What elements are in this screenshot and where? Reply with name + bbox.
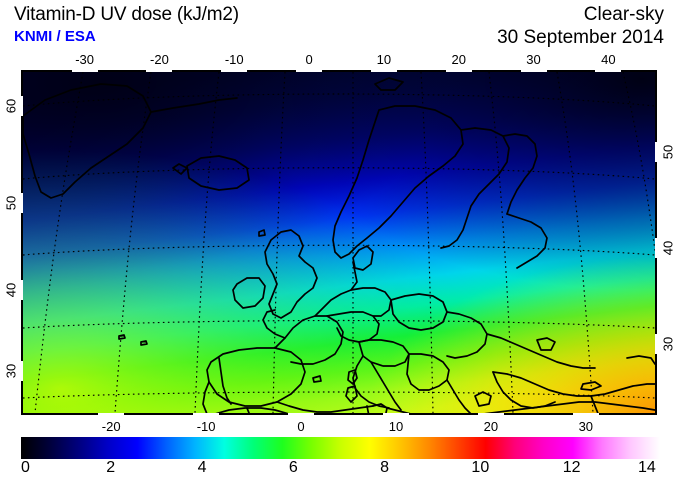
axis-tick-label: 30 bbox=[578, 419, 594, 434]
axis-tick-mark bbox=[193, 413, 220, 415]
axis-tick-mark bbox=[655, 142, 657, 162]
axis-tick-label: 20 bbox=[483, 419, 499, 434]
axis-tick-mark bbox=[370, 70, 397, 72]
axis-tick-mark bbox=[572, 413, 599, 415]
axis-tick-label: -30 bbox=[75, 52, 94, 67]
agency-credit: KNMI / ESA bbox=[14, 28, 96, 45]
axis-tick-label: 40 bbox=[3, 282, 19, 298]
axis-tick-label: 30 bbox=[3, 363, 19, 379]
axis-tick-mark bbox=[21, 361, 23, 381]
axis-tick-mark bbox=[296, 70, 323, 72]
axis-tick-label: 10 bbox=[376, 52, 392, 67]
axis-tick-mark bbox=[655, 238, 657, 258]
uv-dose-raster bbox=[23, 72, 655, 413]
axis-tick-mark bbox=[146, 70, 173, 72]
axis-tick-label: 0 bbox=[305, 52, 313, 67]
axis-tick-mark bbox=[21, 280, 23, 300]
uv-dose-field bbox=[23, 72, 655, 413]
axis-tick-mark bbox=[655, 334, 657, 354]
map-date-label: 30 September 2014 bbox=[497, 27, 664, 48]
axis-tick-mark bbox=[221, 70, 248, 72]
axis-tick-label: 20 bbox=[451, 52, 466, 67]
colorbar-tick-label: 6 bbox=[288, 459, 298, 476]
axis-tick-mark bbox=[520, 70, 547, 72]
axis-tick-mark bbox=[445, 70, 472, 72]
axis-tick-mark bbox=[98, 413, 125, 415]
coastline-and-borders bbox=[23, 77, 655, 413]
axis-tick-mark bbox=[288, 413, 315, 415]
colorbar bbox=[21, 437, 660, 459]
axis-tick-label: 40 bbox=[660, 240, 676, 256]
axis-tick-mark bbox=[21, 96, 23, 116]
axis-tick-label: -20 bbox=[150, 52, 169, 67]
graticule-lines bbox=[23, 72, 655, 413]
axis-tick-mark bbox=[595, 70, 622, 72]
axis-tick-label: 60 bbox=[3, 98, 19, 114]
axis-tick-label: 10 bbox=[388, 419, 404, 434]
axis-tick-mark bbox=[71, 70, 98, 72]
colorbar-gradient bbox=[21, 437, 660, 459]
colorbar-tick-label: 8 bbox=[380, 459, 390, 476]
axis-tick-label: -10 bbox=[196, 419, 216, 434]
colorbar-tick-label: 4 bbox=[197, 459, 207, 476]
colorbar-tick-label: 12 bbox=[562, 459, 581, 476]
axis-tick-label: 30 bbox=[660, 336, 676, 352]
axis-tick-mark bbox=[21, 193, 23, 213]
colorbar-tick-label: 14 bbox=[638, 459, 656, 476]
map-plot-frame bbox=[21, 70, 657, 415]
axis-tick-label: 40 bbox=[601, 52, 616, 67]
axis-tick-label: -20 bbox=[101, 419, 121, 434]
axis-tick-label: 50 bbox=[660, 144, 676, 160]
page-title: Vitamin-D UV dose (kJ/m2) bbox=[14, 4, 239, 25]
axis-tick-label: -10 bbox=[224, 52, 244, 67]
colorbar-tick-label: 10 bbox=[471, 459, 490, 476]
sky-condition-label: Clear-sky bbox=[583, 4, 664, 25]
colorbar-tick-label: 2 bbox=[106, 459, 116, 476]
colorbar-tick-label: 0 bbox=[21, 459, 30, 476]
axis-tick-label: 0 bbox=[297, 419, 305, 434]
axis-tick-label: 30 bbox=[526, 52, 541, 67]
axis-tick-mark bbox=[382, 413, 409, 415]
axis-tick-mark bbox=[477, 413, 504, 415]
axis-tick-label: 50 bbox=[3, 195, 19, 211]
